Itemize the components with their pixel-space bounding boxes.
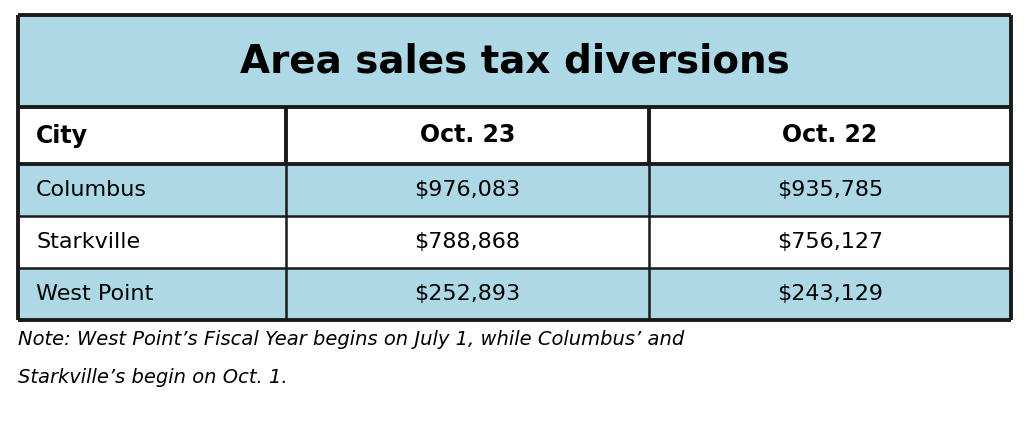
Bar bbox=[286, 268, 648, 320]
Text: $935,785: $935,785 bbox=[777, 180, 883, 200]
Text: $756,127: $756,127 bbox=[777, 232, 883, 252]
Bar bbox=[286, 107, 648, 164]
Text: Oct. 22: Oct. 22 bbox=[782, 123, 878, 147]
Bar bbox=[648, 216, 1012, 268]
Text: Columbus: Columbus bbox=[36, 180, 147, 200]
Bar bbox=[286, 164, 648, 216]
Bar bbox=[17, 107, 286, 164]
Text: West Point: West Point bbox=[36, 284, 153, 304]
Text: $252,893: $252,893 bbox=[415, 284, 521, 304]
Bar bbox=[648, 268, 1012, 320]
Text: Note: West Point’s Fiscal Year begins on July 1, while Columbus’ and: Note: West Point’s Fiscal Year begins on… bbox=[17, 330, 684, 349]
Text: City: City bbox=[36, 123, 88, 147]
Text: Starkville’s begin on Oct. 1.: Starkville’s begin on Oct. 1. bbox=[17, 368, 288, 387]
Bar bbox=[17, 164, 286, 216]
Text: $788,868: $788,868 bbox=[415, 232, 521, 252]
Text: Oct. 23: Oct. 23 bbox=[420, 123, 516, 147]
Bar bbox=[17, 216, 286, 268]
Bar bbox=[286, 216, 648, 268]
Bar bbox=[648, 164, 1012, 216]
Text: Starkville: Starkville bbox=[36, 232, 140, 252]
Bar bbox=[648, 107, 1012, 164]
Bar bbox=[17, 268, 286, 320]
Bar bbox=[17, 15, 1012, 107]
Text: $976,083: $976,083 bbox=[415, 180, 521, 200]
Text: Area sales tax diversions: Area sales tax diversions bbox=[240, 42, 789, 80]
Text: $243,129: $243,129 bbox=[777, 284, 883, 304]
